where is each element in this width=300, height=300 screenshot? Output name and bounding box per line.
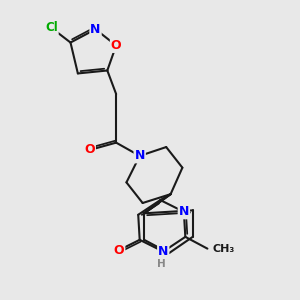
Text: O: O: [84, 143, 95, 157]
Text: Cl: Cl: [45, 21, 58, 34]
Text: N: N: [179, 205, 189, 218]
Text: N: N: [90, 23, 101, 36]
Text: O: O: [111, 39, 122, 52]
Text: O: O: [114, 244, 124, 256]
Text: H: H: [158, 259, 166, 269]
Text: CH₃: CH₃: [213, 244, 235, 254]
Text: N: N: [158, 245, 168, 258]
Text: N: N: [134, 149, 145, 162]
